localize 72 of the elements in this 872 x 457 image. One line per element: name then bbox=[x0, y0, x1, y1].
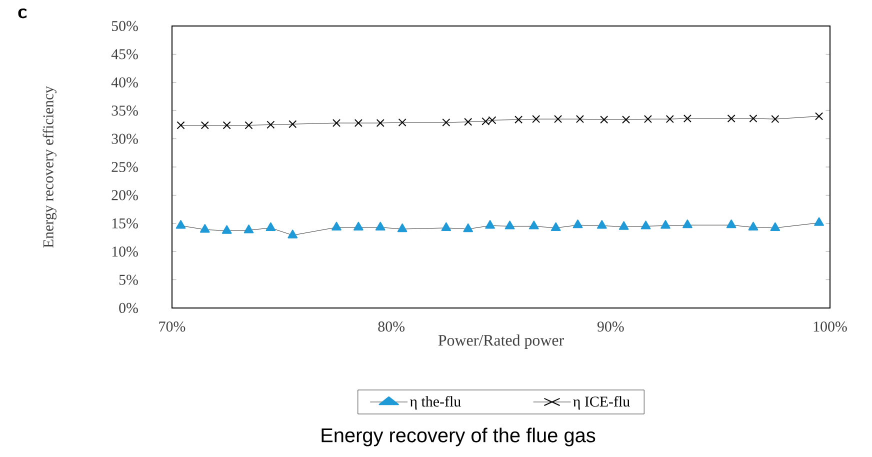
point bbox=[727, 114, 736, 123]
point bbox=[200, 121, 209, 130]
point bbox=[660, 220, 670, 229]
text: c bbox=[18, 8, 27, 18]
point bbox=[442, 118, 450, 126]
point bbox=[622, 116, 630, 124]
point bbox=[376, 118, 384, 128]
point bbox=[244, 121, 253, 130]
point bbox=[814, 217, 824, 226]
point bbox=[618, 221, 629, 230]
point bbox=[222, 225, 232, 234]
point bbox=[770, 222, 780, 231]
point bbox=[485, 220, 495, 229]
point bbox=[288, 230, 298, 238]
point bbox=[398, 118, 406, 126]
y-tick-label: 0% bbox=[119, 302, 138, 314]
y-tick-label: 30% bbox=[112, 134, 138, 144]
point bbox=[266, 120, 275, 129]
point bbox=[464, 118, 472, 126]
point bbox=[771, 115, 780, 124]
y-axis-title: Energy recovery efficiency bbox=[42, 86, 56, 248]
point bbox=[288, 120, 297, 128]
point bbox=[397, 223, 408, 232]
point bbox=[748, 222, 758, 230]
point bbox=[532, 115, 540, 124]
point bbox=[683, 114, 692, 123]
point bbox=[644, 115, 652, 124]
point bbox=[441, 222, 452, 231]
point bbox=[600, 116, 608, 124]
point bbox=[726, 220, 736, 228]
point bbox=[576, 115, 584, 124]
point bbox=[682, 220, 692, 228]
point bbox=[332, 222, 342, 230]
point bbox=[749, 114, 758, 123]
point bbox=[244, 224, 254, 234]
point bbox=[554, 115, 562, 124]
point bbox=[354, 118, 362, 128]
x-tick-label: 100% bbox=[814, 322, 847, 332]
y-tick-label: 5% bbox=[119, 274, 138, 285]
point bbox=[463, 223, 474, 232]
y-tick-label: 50% bbox=[112, 20, 138, 32]
point bbox=[815, 112, 824, 120]
point bbox=[514, 116, 523, 124]
point bbox=[596, 220, 607, 229]
y-tick-label: 40% bbox=[111, 77, 138, 88]
point bbox=[528, 220, 539, 230]
x-axis-title: Power/Rated power bbox=[438, 334, 564, 349]
point bbox=[222, 121, 231, 130]
point bbox=[332, 118, 341, 128]
point bbox=[200, 224, 210, 233]
y-tick-label: 10% bbox=[112, 246, 138, 257]
y-tick-label: 15% bbox=[112, 218, 138, 228]
point bbox=[504, 220, 515, 230]
point bbox=[572, 220, 583, 228]
point bbox=[354, 222, 364, 230]
point bbox=[176, 220, 186, 229]
y-tick-label: 35% bbox=[112, 106, 138, 116]
x-tick-label: 90% bbox=[597, 322, 624, 332]
point bbox=[640, 220, 651, 230]
legend-label: η ICE-flu bbox=[573, 396, 630, 410]
point bbox=[666, 115, 674, 124]
point bbox=[266, 222, 276, 231]
text: Energy recovery of the flue gas bbox=[322, 428, 596, 446]
point bbox=[176, 121, 185, 130]
x-tick-label: 70% bbox=[159, 322, 186, 332]
point bbox=[550, 222, 561, 231]
y-tick-label: 20% bbox=[112, 190, 138, 200]
y-tick-label: 25% bbox=[112, 162, 138, 172]
legend-label: η the-flu bbox=[410, 396, 461, 410]
point bbox=[375, 222, 386, 230]
y-tick-label: 45% bbox=[111, 49, 138, 60]
x-tick-label: 80% bbox=[378, 322, 405, 332]
